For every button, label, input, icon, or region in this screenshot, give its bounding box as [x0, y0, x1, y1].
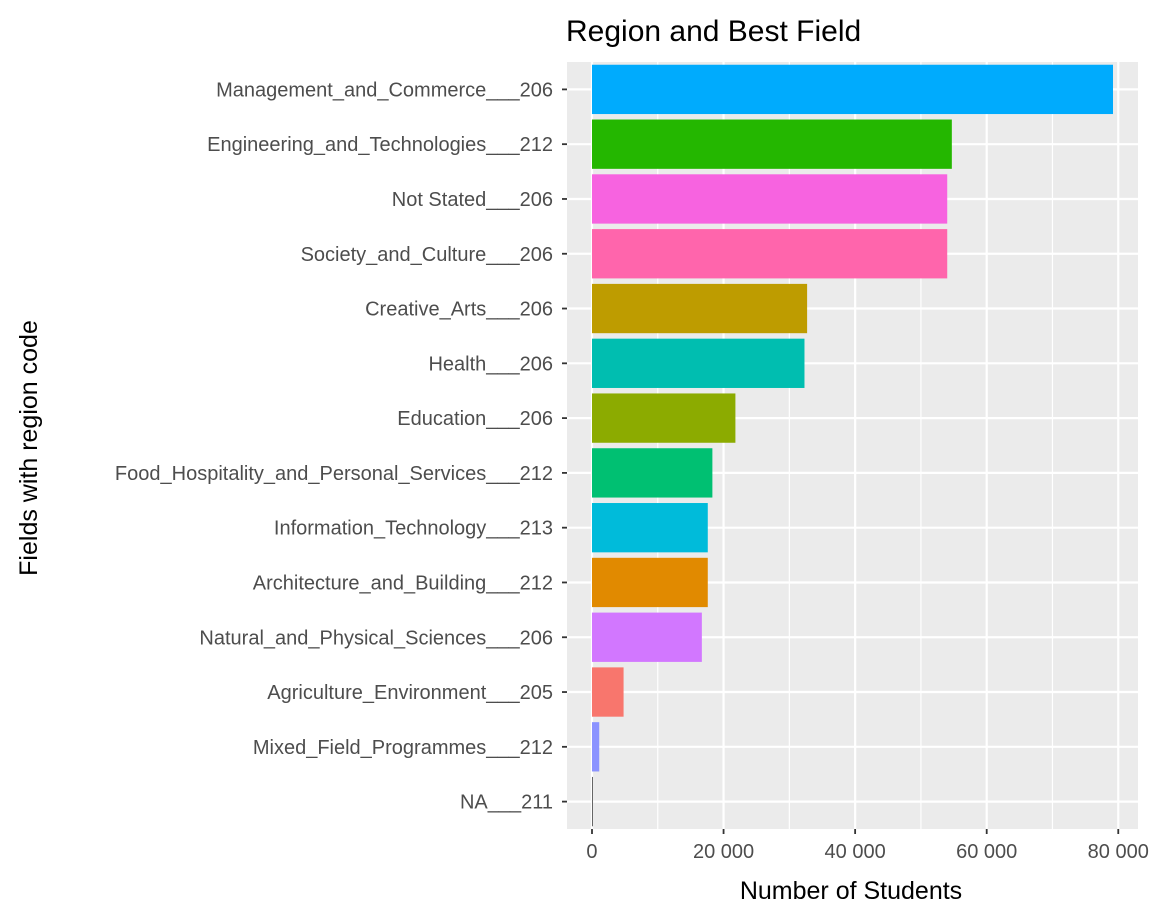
bar: [591, 722, 600, 772]
x-tick-label: 40 000: [825, 841, 886, 863]
bar: [591, 776, 593, 827]
y-tick-label: Architecture_and_Building___212: [253, 572, 553, 594]
x-axis-title: Number of Students: [740, 877, 962, 905]
bar: [591, 557, 708, 608]
bar: [591, 393, 736, 443]
bar: [591, 667, 624, 717]
x-axis-ticks: 0 20 000 40 000 60 000 80 000: [586, 829, 1149, 863]
y-tick-label: Mixed_Field_Programmes___212: [253, 737, 553, 759]
y-tick-label: Engineering_and_Technologies___212: [207, 134, 553, 156]
x-tick-label: 0: [586, 841, 597, 863]
y-tick-label: Not Stated___206: [392, 189, 553, 211]
bar: [591, 338, 805, 388]
bar: [591, 503, 708, 553]
y-tick-label: Education___206: [397, 408, 553, 430]
y-tick-label: Society_and_Culture___206: [301, 244, 553, 266]
bar: [591, 174, 948, 224]
x-tick-label: 80 000: [1088, 841, 1149, 863]
bar: [591, 119, 952, 169]
y-axis-title: Fields with region code: [15, 320, 43, 576]
y-tick-label: Agriculture_Environment___205: [267, 682, 553, 704]
bar: [591, 448, 713, 498]
y-tick-label: Creative_Arts___206: [365, 299, 553, 321]
bars: [591, 64, 1114, 827]
chart-title: Region and Best Field: [566, 15, 861, 48]
y-tick-label: Natural_and_Physical_Sciences___206: [199, 627, 553, 649]
bar: [591, 64, 1114, 115]
bar: [591, 229, 948, 279]
y-tick-label: Health___206: [428, 353, 553, 375]
y-tick-label: Food_Hospitality_and_Personal_Services__…: [115, 463, 553, 485]
y-tick-label: NA___211: [460, 792, 553, 814]
bar: [591, 283, 808, 334]
y-tick-label: Information_Technology___213: [274, 518, 553, 540]
bar: [591, 612, 702, 662]
x-tick-label: 20 000: [693, 841, 754, 863]
x-tick-label: 60 000: [956, 841, 1017, 863]
y-axis-ticks: Management_and_Commerce___206 Engineering…: [115, 79, 567, 814]
y-tick-label: Management_and_Commerce___206: [216, 79, 553, 101]
